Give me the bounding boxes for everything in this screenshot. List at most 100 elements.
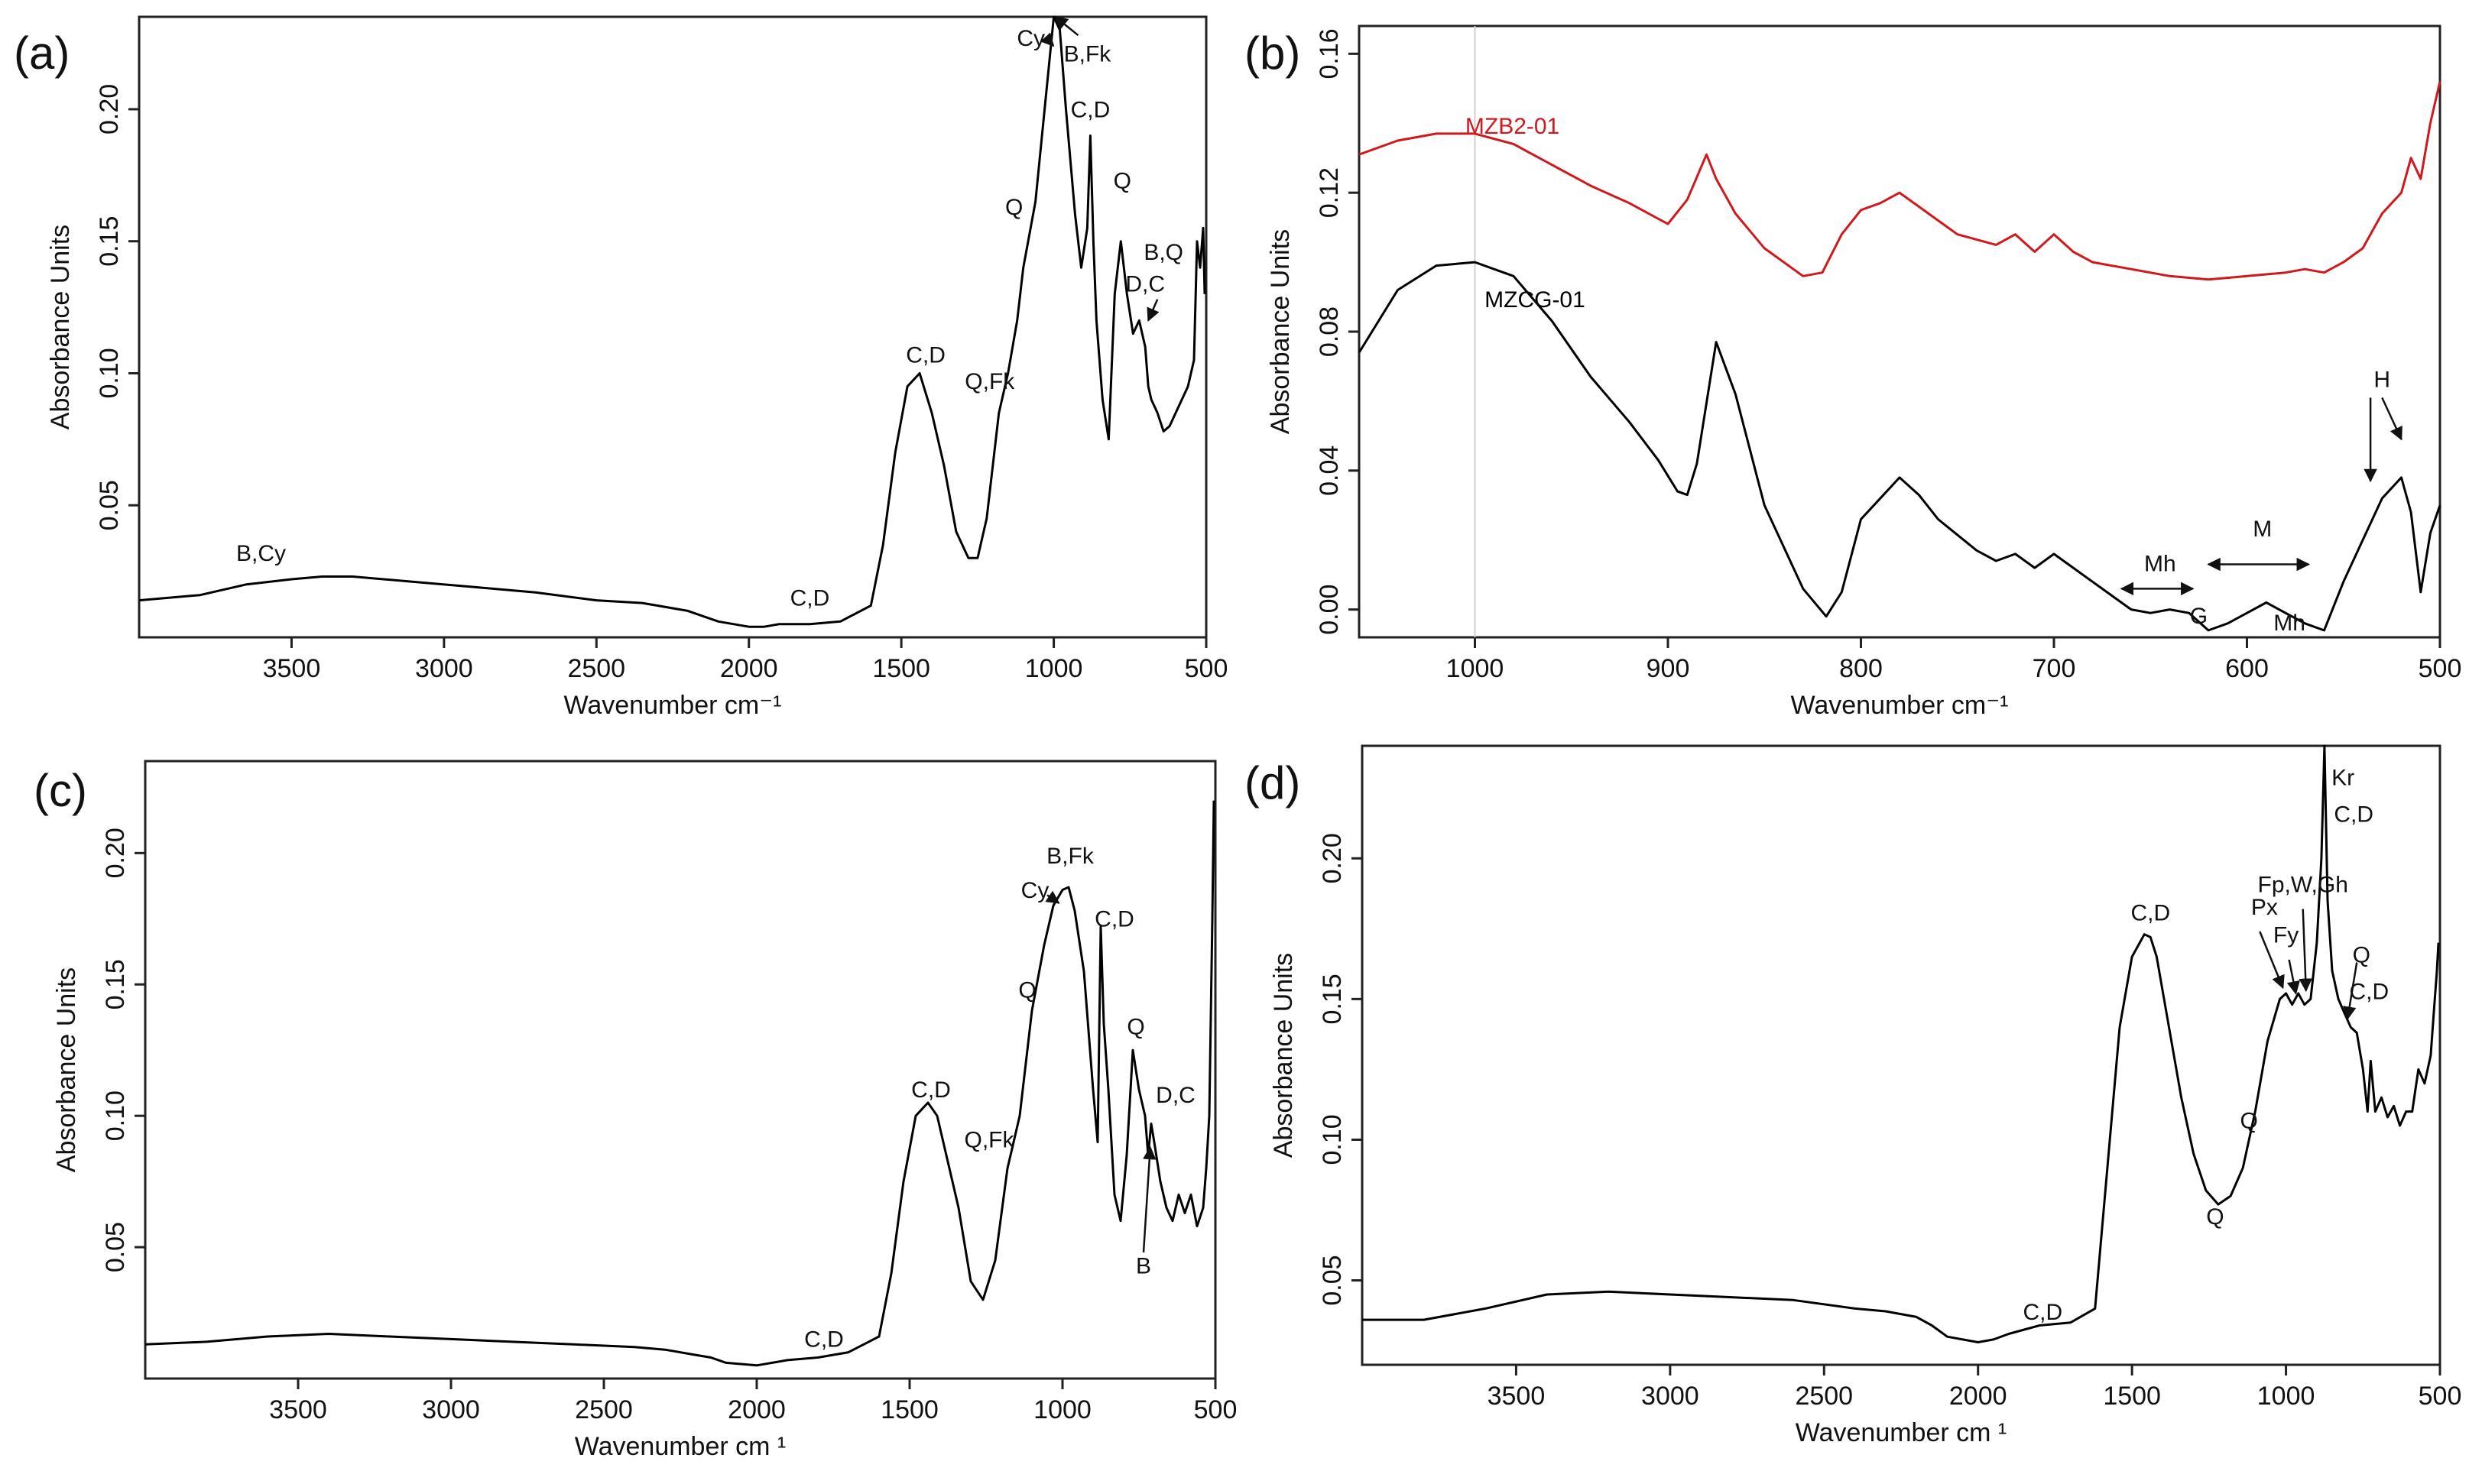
x-tick-label: 2000 bbox=[1949, 1382, 2007, 1411]
panel-label: (b) bbox=[1244, 28, 1300, 79]
panel-a: (a) 3500 3000 2500 2000 1500 1000 500 0.05 0.10 0.… bbox=[14, 15, 1228, 720]
x-tick-label: 2500 bbox=[567, 654, 625, 683]
plot-frame bbox=[138, 15, 1208, 639]
peak-annotation: Q bbox=[1005, 195, 1023, 220]
peak-annotation: Cy bbox=[1017, 26, 1045, 51]
y-tick-label: 0.20 bbox=[101, 828, 130, 878]
y-axis-label: Absorbance Units bbox=[1269, 953, 1298, 1158]
peak-annotation: Q bbox=[2353, 943, 2370, 968]
annotation-arrow bbox=[2259, 931, 2285, 990]
peak-annotation: C,D bbox=[1095, 907, 1134, 932]
peak-annotation: C,D bbox=[2350, 979, 2390, 1004]
y-axis-label: Absorbance Units bbox=[52, 967, 81, 1172]
y-tick-label: 0.20 bbox=[1318, 833, 1347, 883]
peak-annotation: Q bbox=[1114, 169, 1131, 194]
peak-annotation: D,C bbox=[1125, 271, 1165, 296]
x-tick-label: 2500 bbox=[575, 1395, 633, 1424]
x-axis-label: Wavenumber cm ¹ bbox=[1796, 1418, 2007, 1447]
panel-b: (b) 1000 900 800 700 600 500 0.00 0.04 0.08 0.12 0.… bbox=[1244, 24, 2461, 720]
y-tick-label: 0.15 bbox=[95, 216, 124, 267]
y-axis-label: Absorbance Units bbox=[46, 225, 75, 429]
panel-label: (c) bbox=[34, 765, 87, 816]
annotation-arrow bbox=[1054, 15, 1079, 37]
x-tick-label: 1000 bbox=[2257, 1382, 2315, 1411]
x-tick-label: 900 bbox=[1647, 654, 1690, 683]
x-tick-label: 3500 bbox=[263, 654, 321, 683]
series-line-mzcg-01 bbox=[1358, 261, 2441, 632]
x-tick-label: 2000 bbox=[720, 654, 778, 683]
x-tick-label: 800 bbox=[1839, 654, 1883, 683]
x-tick-label: 1500 bbox=[2103, 1382, 2161, 1411]
y-tick-label: 0.10 bbox=[101, 1090, 130, 1141]
y-tick-label: 0.15 bbox=[101, 959, 130, 1009]
x-tick-label: 500 bbox=[2419, 1382, 2462, 1411]
panel-label: (d) bbox=[1244, 757, 1300, 808]
y-tick-label: 0.16 bbox=[1315, 28, 1344, 79]
x-tick-label: 1000 bbox=[1446, 654, 1504, 683]
panel-d: (d) 3500 3000 2500 2000 1500 1000 500 0.05 0.10 0.… bbox=[1244, 744, 2462, 1447]
x-tick-label: 600 bbox=[2225, 654, 2269, 683]
series-line-spectrum bbox=[138, 15, 1206, 628]
peak-annotation: Mh bbox=[2144, 552, 2176, 577]
annotation-arrow bbox=[1142, 1145, 1157, 1253]
annotation-arrow bbox=[2299, 909, 2312, 993]
x-tick-label: 2000 bbox=[728, 1395, 786, 1424]
x-tick-label: 700 bbox=[2033, 654, 2076, 683]
peak-annotation: B,Fk bbox=[1064, 42, 1112, 67]
plot-frame bbox=[1361, 744, 2441, 1366]
y-tick-label: 0.10 bbox=[95, 348, 124, 398]
peak-annotation: B,Fk bbox=[1046, 844, 1095, 869]
peak-annotation: C,D bbox=[804, 1327, 844, 1353]
peak-annotation: B bbox=[1136, 1253, 1151, 1278]
x-tick-label: 3500 bbox=[1488, 1382, 1546, 1411]
peak-annotation: C,D bbox=[2130, 900, 2170, 925]
y-tick-label: 0.12 bbox=[1315, 167, 1344, 218]
peak-annotation: Q bbox=[2206, 1204, 2224, 1230]
peak-annotation: D,C bbox=[1156, 1083, 1196, 1108]
peak-annotation: C,D bbox=[2334, 802, 2373, 827]
x-tick-label: 2500 bbox=[1795, 1382, 1853, 1411]
annotation-arrow bbox=[1147, 299, 1160, 322]
y-axis-label: Absorbance Units bbox=[1266, 229, 1295, 434]
y-tick-label: 0.05 bbox=[101, 1222, 130, 1272]
y-tick-label: 0.10 bbox=[1318, 1114, 1347, 1165]
annotation-arrow bbox=[2343, 962, 2358, 1020]
x-axis-label: Wavenumber cm ¹ bbox=[575, 1432, 786, 1461]
annotation-arrow bbox=[2286, 959, 2300, 995]
y-tick-label: 0.04 bbox=[1315, 446, 1344, 496]
peak-annotation: G bbox=[2190, 604, 2208, 629]
series-label: MZB2-01 bbox=[1465, 114, 1559, 139]
x-tick-label: 3000 bbox=[415, 654, 473, 683]
peak-annotation: C,D bbox=[1071, 97, 1111, 122]
peak-annotation: Q,Fk bbox=[965, 369, 1015, 394]
y-tick-label: 0.15 bbox=[1318, 974, 1347, 1024]
series-line-spectrum bbox=[1362, 744, 2440, 1343]
series-label: MZCG-01 bbox=[1484, 287, 1585, 313]
x-tick-label: 3500 bbox=[269, 1395, 327, 1424]
x-axis-label: Wavenumber cm⁻¹ bbox=[1791, 691, 2009, 720]
x-tick-label: 1500 bbox=[881, 1395, 939, 1424]
peak-annotation: Fy bbox=[2273, 923, 2299, 948]
peak-annotation: Fp,W,Gh bbox=[2258, 872, 2348, 897]
x-tick-label: 3000 bbox=[422, 1395, 480, 1424]
peak-annotation: Q bbox=[1127, 1015, 1144, 1040]
peak-annotation: Px bbox=[2251, 895, 2278, 920]
panel-label: (a) bbox=[14, 28, 70, 79]
panel-c: (c) 3500 3000 2500 2000 1500 1000 500 0.05 0.10 0.… bbox=[34, 760, 1237, 1461]
y-tick-label: 0.08 bbox=[1315, 306, 1344, 357]
x-tick-label: 1500 bbox=[872, 654, 930, 683]
peak-annotation: C,D bbox=[906, 343, 946, 368]
series-line-spectrum bbox=[144, 800, 1215, 1367]
peak-annotation: H bbox=[2373, 368, 2390, 393]
peak-annotation: Q bbox=[1018, 977, 1036, 1003]
plot-frame bbox=[144, 760, 1217, 1380]
peak-annotation: C,D bbox=[2023, 1300, 2062, 1325]
annotation-arrow bbox=[1040, 32, 1055, 47]
y-tick-label: 0.05 bbox=[95, 480, 124, 530]
peak-annotation: M bbox=[2253, 517, 2272, 542]
x-axis-label: Wavenumber cm⁻¹ bbox=[564, 691, 782, 720]
series-line-mzb2-01 bbox=[1358, 81, 2441, 281]
peak-annotation: B,Cy bbox=[236, 541, 286, 566]
peak-annotation: C,D bbox=[911, 1077, 951, 1103]
